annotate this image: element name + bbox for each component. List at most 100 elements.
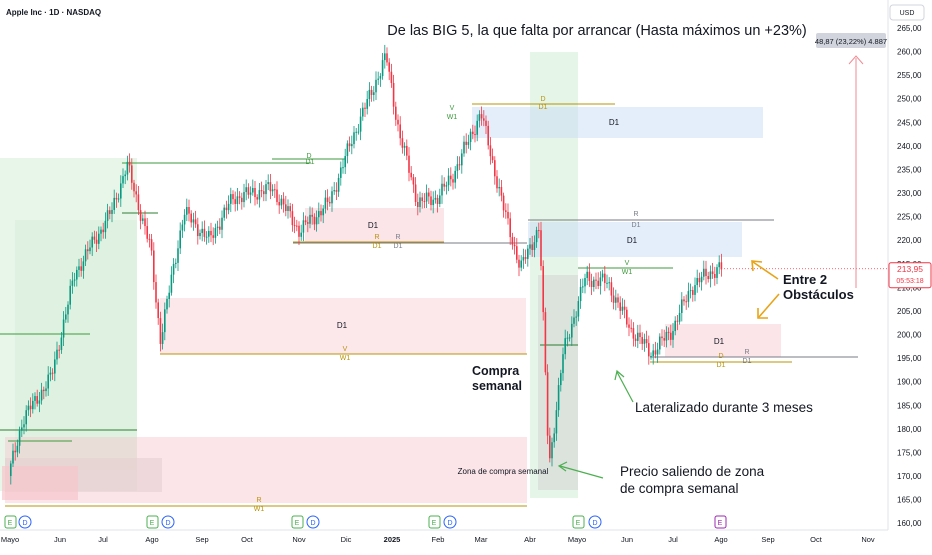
level-tag: R <box>395 234 400 241</box>
candle-body <box>296 225 298 227</box>
candle-body <box>524 257 527 259</box>
candle-body <box>381 60 384 77</box>
candle-body <box>557 385 560 411</box>
candle-body <box>247 187 250 195</box>
candle-body <box>133 182 135 192</box>
candle-body <box>12 450 14 464</box>
candle-body <box>634 338 637 341</box>
candle-body <box>617 297 619 303</box>
level-tag: W1 <box>254 506 265 513</box>
candle-body <box>564 338 566 355</box>
candle-body <box>335 190 338 192</box>
y-tick-label: 245,00 <box>897 118 922 127</box>
dividend-marker[interactable] <box>443 515 457 529</box>
candle-body <box>225 207 228 211</box>
candle-body <box>626 309 628 325</box>
candle-body <box>390 71 393 84</box>
candle-body <box>36 396 38 404</box>
candle-body <box>674 320 676 332</box>
candle-body <box>146 226 148 239</box>
x-tick-label: Oct <box>810 535 823 544</box>
candle-body <box>78 266 80 270</box>
candle-body <box>214 228 217 238</box>
y-tick-label: 235,00 <box>897 165 922 174</box>
x-tick-label: Feb <box>432 535 445 544</box>
candle-body <box>582 286 584 288</box>
candle-body <box>476 120 478 135</box>
candle-body <box>540 230 542 267</box>
candle-body <box>252 187 254 193</box>
y-tick-label: 165,00 <box>897 496 922 505</box>
candle-body <box>507 211 509 219</box>
x-tick-label: Ago <box>145 535 158 544</box>
level-tag: R <box>744 349 749 356</box>
candle-body <box>566 337 569 339</box>
earnings-marker[interactable] <box>291 515 304 529</box>
earnings-marker[interactable] <box>4 515 17 529</box>
marker-label: D <box>310 520 315 527</box>
candle-body <box>434 197 437 200</box>
candle-body <box>384 53 386 61</box>
candle-body <box>219 226 221 230</box>
x-tick-label: Sep <box>761 535 774 544</box>
candle-body <box>54 359 56 374</box>
candle-body <box>93 236 96 240</box>
candle-body <box>586 271 588 278</box>
dividend-marker[interactable] <box>161 515 175 529</box>
candle-body <box>502 195 505 211</box>
earnings-marker[interactable] <box>714 515 727 529</box>
candle-body <box>56 349 58 360</box>
candle-body <box>386 53 388 63</box>
x-tick-label: Dic <box>341 535 352 544</box>
candle-body <box>555 410 558 434</box>
candle-body <box>399 124 401 139</box>
candle-body <box>109 210 111 214</box>
price-badge-value: 213,95 <box>897 264 923 274</box>
y-tick-label: 250,00 <box>897 95 922 104</box>
dividend-marker[interactable] <box>18 515 32 529</box>
candle-body <box>289 206 291 212</box>
earnings-marker[interactable] <box>428 515 441 529</box>
candle-body <box>168 292 170 299</box>
candle-body <box>142 218 144 221</box>
candle-body <box>238 196 241 198</box>
candle-body <box>553 433 555 443</box>
earnings-marker[interactable] <box>146 515 159 529</box>
earnings-marker[interactable] <box>572 515 585 529</box>
candle-body <box>331 191 333 204</box>
candle-body <box>353 132 355 145</box>
candle-body <box>181 224 184 231</box>
price-badge-countdown: 05:53:18 <box>896 278 923 285</box>
y-tick-label: 265,00 <box>897 24 922 33</box>
level-tag: W1 <box>447 114 458 121</box>
candle-body <box>654 350 657 355</box>
candle-body <box>571 323 573 338</box>
candle-body <box>73 279 76 281</box>
candle-body <box>10 463 12 477</box>
candle-body <box>300 232 302 237</box>
x-tick-label: Sep <box>195 535 208 544</box>
candle-body <box>410 172 412 178</box>
zone-box <box>15 220 137 470</box>
dividend-marker[interactable] <box>588 515 602 529</box>
dividend-marker[interactable] <box>306 515 320 529</box>
candle-body <box>595 279 597 281</box>
candle-body <box>456 164 459 171</box>
candle-body <box>529 244 531 249</box>
annotation-entre-obstaculos: Entre 2 Obstáculos <box>783 272 854 302</box>
candle-body <box>177 248 179 263</box>
candle-body <box>375 79 377 93</box>
candle-body <box>397 119 399 125</box>
exit-zone-arrowhead <box>557 461 568 472</box>
y-tick-label: 180,00 <box>897 425 922 434</box>
candle-body <box>69 285 71 305</box>
level-tag: D1 <box>373 243 382 250</box>
candle-body <box>461 153 463 166</box>
level-tag: D <box>306 153 311 160</box>
y-tick-label: 190,00 <box>897 378 922 387</box>
y-tick-label: 220,00 <box>897 236 922 245</box>
candle-body <box>621 306 624 311</box>
candle-body <box>203 228 206 237</box>
x-tick-label: Ago <box>714 535 727 544</box>
